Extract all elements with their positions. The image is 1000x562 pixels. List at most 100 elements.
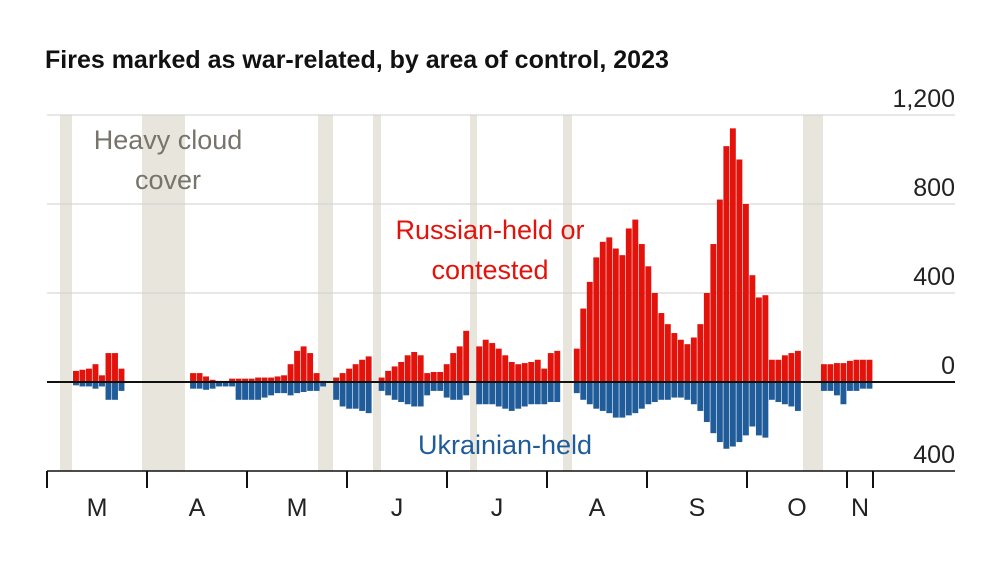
bar — [235, 378, 242, 382]
bar — [248, 378, 255, 382]
bar — [749, 382, 756, 427]
bar — [502, 355, 509, 382]
bar — [593, 257, 600, 382]
bar — [203, 376, 209, 382]
bar — [287, 382, 294, 396]
bar — [112, 382, 118, 400]
bar — [378, 382, 385, 391]
bar — [203, 382, 209, 390]
bar — [827, 364, 834, 382]
bar — [573, 348, 580, 382]
bar — [398, 382, 405, 403]
bar — [768, 382, 775, 400]
bar — [190, 382, 196, 389]
bar — [261, 377, 268, 382]
bar — [229, 378, 236, 382]
bar — [534, 382, 541, 405]
x-tick-label: O — [787, 494, 806, 522]
bar — [255, 377, 262, 382]
bar — [294, 382, 301, 394]
bar — [762, 382, 769, 438]
bar — [716, 382, 723, 443]
bar — [502, 382, 509, 409]
bar — [736, 382, 743, 443]
bar — [664, 324, 671, 382]
bar — [749, 275, 756, 382]
bar — [723, 382, 730, 449]
bar — [651, 293, 658, 382]
bar — [424, 382, 431, 396]
x-tick-label: M — [287, 494, 308, 522]
bar — [690, 337, 697, 382]
bar — [859, 382, 866, 389]
bar — [541, 382, 548, 405]
bar — [742, 382, 749, 436]
bar — [697, 382, 704, 411]
bar — [281, 375, 288, 382]
bar — [281, 382, 288, 394]
bar — [300, 346, 307, 382]
bar — [450, 382, 457, 400]
y-tick-label: 400 — [913, 263, 955, 291]
bar — [495, 348, 502, 382]
bar — [547, 382, 554, 403]
bar — [651, 382, 658, 403]
bar — [105, 382, 112, 400]
bar — [625, 382, 632, 416]
bar — [534, 359, 541, 382]
bar — [775, 359, 782, 382]
bar — [827, 382, 834, 391]
bar — [508, 382, 515, 411]
bar — [586, 281, 593, 382]
bar — [768, 359, 775, 382]
bar — [612, 248, 619, 382]
bar — [79, 369, 86, 382]
bar — [99, 382, 105, 387]
bar — [606, 382, 613, 414]
bar — [79, 382, 86, 387]
x-tick-label: J — [491, 494, 504, 522]
bar — [820, 364, 827, 382]
bar — [437, 382, 444, 391]
bar — [606, 237, 613, 382]
bar — [463, 330, 470, 382]
bar — [242, 382, 249, 400]
bar — [99, 375, 105, 382]
bar — [723, 146, 730, 382]
bar — [853, 359, 860, 382]
y-tick-label: 800 — [913, 174, 955, 202]
bar — [521, 382, 528, 407]
bar — [339, 373, 346, 382]
bar — [391, 366, 398, 382]
bar — [242, 378, 249, 382]
bar — [430, 371, 437, 382]
bar — [671, 382, 678, 398]
bar — [677, 339, 684, 382]
y-tick-label: 400 — [913, 441, 955, 469]
bar — [840, 382, 847, 405]
x-tick-label: S — [689, 494, 706, 522]
bar — [508, 361, 515, 382]
bar — [235, 382, 242, 400]
legend-label: Russian-held or contested — [395, 215, 585, 285]
bar — [437, 371, 444, 382]
bar — [697, 324, 704, 382]
bar — [274, 376, 281, 382]
bar — [196, 382, 203, 389]
bar — [755, 297, 762, 382]
bar — [404, 355, 411, 382]
bar — [476, 346, 483, 382]
bar — [840, 363, 847, 382]
bar — [632, 219, 639, 382]
bar — [118, 382, 125, 391]
bar — [495, 382, 502, 407]
bar — [229, 382, 236, 387]
bar — [476, 382, 483, 405]
bar — [703, 293, 710, 382]
bar — [788, 353, 795, 382]
bar — [417, 382, 424, 407]
bar — [690, 382, 697, 405]
bar — [482, 339, 489, 382]
bar — [333, 382, 340, 400]
bar — [612, 382, 619, 418]
